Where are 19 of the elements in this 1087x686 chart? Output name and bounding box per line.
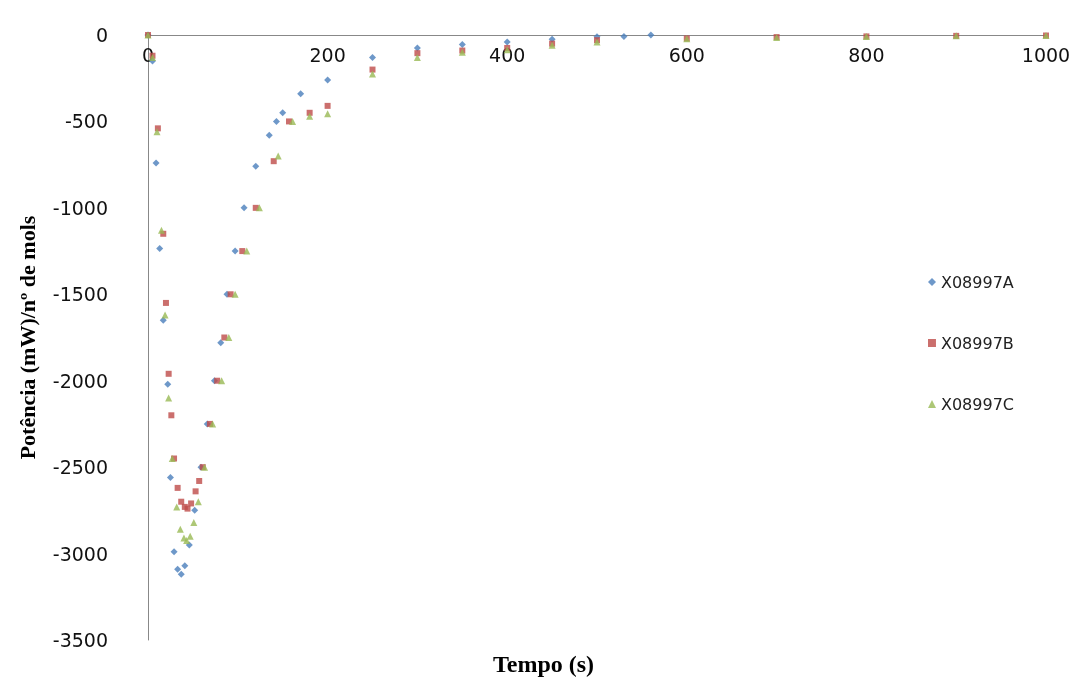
y-axis-title: Potência (mW)/nº de mols <box>14 215 40 460</box>
y-tick-label: -2500 <box>52 456 108 479</box>
y-tick-label: -1500 <box>52 283 108 306</box>
legend-label: X08997B <box>940 333 1014 353</box>
legend-label: X08997C <box>940 394 1014 414</box>
x-tick-label: 1000 <box>1021 43 1071 66</box>
y-tick-label: 0 <box>95 24 108 46</box>
y-tick-label: -1000 <box>52 196 108 219</box>
x-tick-label: 0 <box>141 43 155 66</box>
x-tick-label: 600 <box>668 43 705 66</box>
x-tick-label: 800 <box>848 43 885 66</box>
x-tick-label: 400 <box>489 43 526 66</box>
y-tick-label: -500 <box>64 110 108 133</box>
x-axis-title: Tempo (s) <box>492 651 595 677</box>
y-tick-label: -3000 <box>52 542 108 565</box>
y-tick-label: -3500 <box>52 629 108 651</box>
legend-label: X08997A <box>940 272 1014 292</box>
y-tick-label: -2000 <box>52 369 108 392</box>
x-tick-label: 200 <box>309 43 346 66</box>
